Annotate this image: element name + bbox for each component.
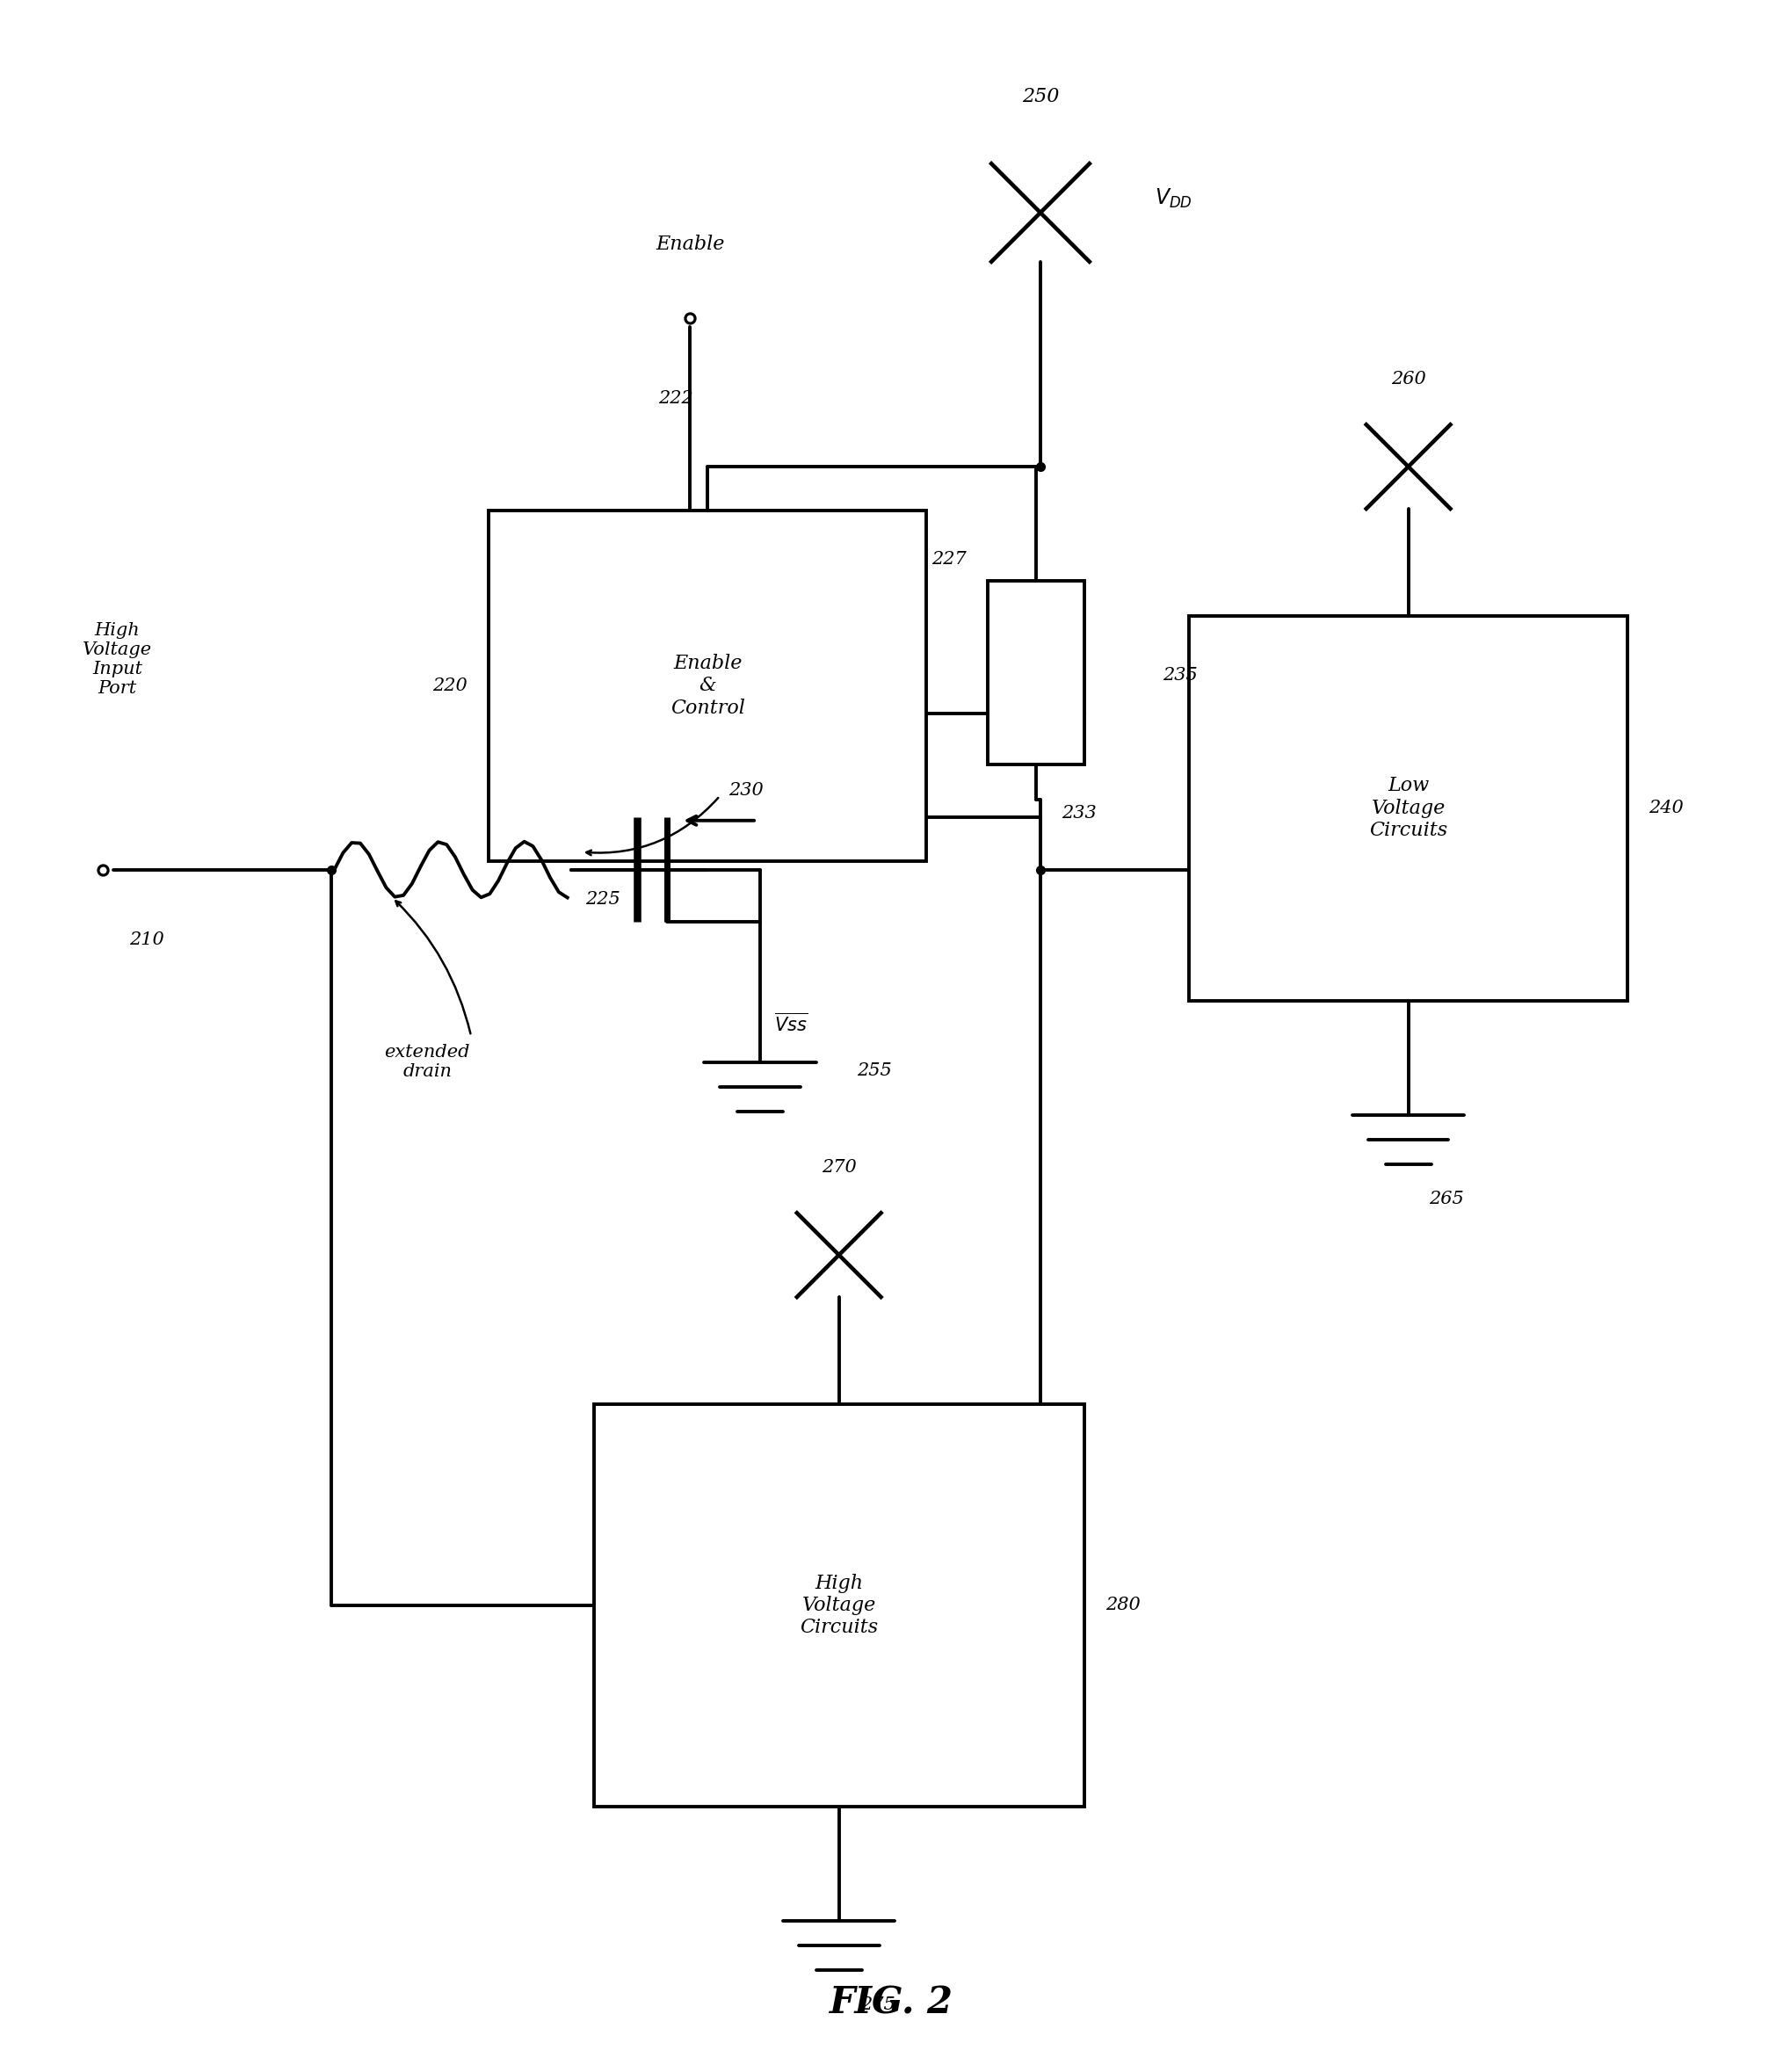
Text: 270: 270 (822, 1158, 856, 1175)
Text: 255: 255 (856, 1063, 892, 1080)
Bar (1189, 615, 1628, 1001)
Text: 250: 250 (1022, 87, 1059, 106)
Text: 210: 210 (130, 930, 164, 949)
Text: 227: 227 (933, 551, 966, 568)
Text: 280: 280 (1105, 1598, 1139, 1614)
Text: 220: 220 (433, 678, 467, 694)
Text: 260: 260 (1391, 371, 1426, 387)
Bar (988, 580, 1084, 765)
Text: Enable
&
Control: Enable & Control (670, 653, 745, 717)
Text: 222: 222 (658, 390, 694, 406)
Text: Low
Voltage
Circuits: Low Voltage Circuits (1369, 777, 1448, 841)
Text: FIG. 2: FIG. 2 (829, 1985, 954, 2022)
Text: extended
drain: extended drain (385, 1044, 471, 1080)
Text: 240: 240 (1647, 800, 1683, 816)
Text: Enable: Enable (656, 234, 724, 255)
Text: 233: 233 (1061, 806, 1097, 823)
Text: 230: 230 (729, 783, 763, 800)
Text: 275: 275 (859, 1997, 895, 2014)
Text: High
Voltage
Input
Port: High Voltage Input Port (82, 622, 152, 696)
Text: 235: 235 (1163, 667, 1198, 684)
Text: $V_{DD}$: $V_{DD}$ (1154, 186, 1191, 209)
Text: 265: 265 (1430, 1191, 1464, 1208)
Bar (489, 510, 927, 860)
Text: $\overline{Vss}$: $\overline{Vss}$ (774, 1013, 808, 1034)
Text: High
Voltage
Circuits: High Voltage Circuits (801, 1573, 877, 1637)
Bar (594, 1405, 1084, 1807)
Text: 225: 225 (585, 891, 620, 908)
